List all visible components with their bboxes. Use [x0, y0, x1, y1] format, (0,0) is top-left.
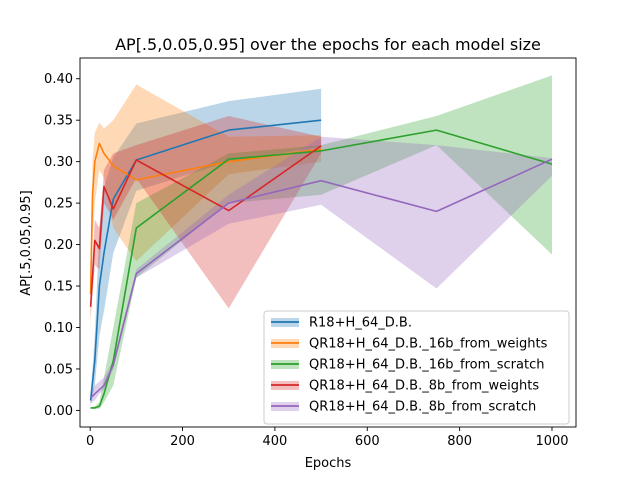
- series-line-4: [89, 145, 322, 307]
- legend-label-2: QR18+H_64_D.B._16b_from_weights: [309, 337, 548, 352]
- y-tick-label: 0.25: [44, 197, 73, 212]
- confidence-band-2: [90, 84, 322, 336]
- y-tick-label: 0.40: [44, 72, 73, 87]
- plot-frame: [79, 57, 577, 428]
- legend-label-4: QR18+H_64_D.B._8b_from_weights: [309, 379, 539, 394]
- legend: R18+H_64_D.B. QR18+H_64_D.B._16b_from_wei…: [263, 310, 570, 425]
- y-tick-label: 0.00: [44, 404, 73, 419]
- y-tick-label: 0.30: [44, 155, 73, 170]
- x-tick-label: 400: [262, 434, 287, 449]
- x-tick-label: 0: [86, 434, 94, 449]
- x-tick-label: 600: [355, 434, 380, 449]
- series-line-3: [90, 129, 553, 409]
- confidence-band-5: [90, 136, 552, 404]
- y-tick-label: 0.05: [44, 362, 73, 377]
- confidence-band-3: [90, 75, 552, 409]
- series-line-2: [89, 142, 322, 295]
- y-tick-label: 0.35: [44, 114, 73, 129]
- series-line-1: [89, 119, 322, 401]
- axes: 0 200 400 600 800 1000 0.00 0.05 0.10 0.15 0.20 0.2…: [44, 57, 577, 449]
- legend-label-3: QR18+H_64_D.B._16b_from_scratch: [309, 358, 544, 373]
- legend-box: [263, 310, 570, 425]
- x-tick-label: 800: [447, 434, 472, 449]
- confidence-band-1: [90, 88, 322, 407]
- y-axis-label: AP[.5,0.05,0.95]: [19, 190, 34, 295]
- y-tick-label: 0.15: [44, 280, 73, 295]
- y-tick-label: 0.10: [44, 321, 73, 336]
- series-line-5: [90, 158, 553, 399]
- legend-label-5: QR18+H_64_D.B._8b_from_scratch: [309, 400, 536, 415]
- x-tick-label: 1000: [535, 434, 568, 449]
- legend-label-1: R18+H_64_D.B.: [309, 316, 412, 331]
- y-tick-label: 0.20: [44, 238, 73, 253]
- x-tick-label: 200: [170, 434, 195, 449]
- chart-title: AP[.5,0.05,0.95] over the epochs for eac…: [115, 35, 541, 54]
- series-lines: [89, 119, 553, 409]
- x-axis-label: Epochs: [305, 456, 352, 471]
